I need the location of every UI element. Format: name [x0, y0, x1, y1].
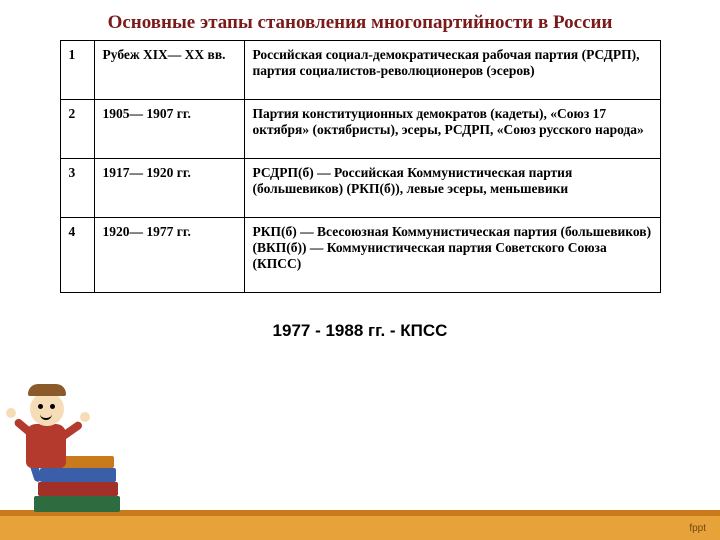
table-row: 2 1905— 1907 гг. Партия конституционных …	[60, 100, 660, 159]
cell-num: 2	[60, 100, 94, 159]
book-icon	[38, 482, 118, 496]
kid-hand-icon	[6, 408, 16, 418]
cell-num: 1	[60, 41, 94, 100]
cell-period: 1905— 1907 гг.	[94, 100, 244, 159]
table-row: 1 Рубеж XIX— XX вв. Российская социал-де…	[60, 41, 660, 100]
table-row: 3 1917— 1920 гг. РСДРП(б) — Российская К…	[60, 159, 660, 218]
footer-text: 1977 - 1988 гг. - КПСС	[0, 321, 720, 341]
kid-hand-icon	[80, 412, 90, 422]
kid-head-icon	[30, 392, 64, 426]
cell-period: 1917— 1920 гг.	[94, 159, 244, 218]
cell-period: 1920— 1977 гг.	[94, 218, 244, 293]
cell-num: 4	[60, 218, 94, 293]
cell-period: Рубеж XIX— XX вв.	[94, 41, 244, 100]
watermark: fppt	[689, 523, 706, 534]
cell-parties: Партия конституционных демократов (кадет…	[244, 100, 660, 159]
cell-parties: Российская социал-демократическая рабоча…	[244, 41, 660, 100]
accent-bar	[0, 510, 720, 540]
kid-on-books-icon	[18, 372, 138, 512]
stages-table: 1 Рубеж XIX— XX вв. Российская социал-де…	[60, 40, 661, 293]
book-icon	[34, 496, 120, 512]
page-title: Основные этапы становления многопартийно…	[0, 0, 720, 40]
cell-parties: РКП(б) — Всесоюзная Коммунистическая пар…	[244, 218, 660, 293]
table-row: 4 1920— 1977 гг. РКП(б) — Всесоюзная Ком…	[60, 218, 660, 293]
cell-num: 3	[60, 159, 94, 218]
cell-parties: РСДРП(б) — Российская Коммунистическая п…	[244, 159, 660, 218]
kid-hair-icon	[28, 384, 66, 396]
